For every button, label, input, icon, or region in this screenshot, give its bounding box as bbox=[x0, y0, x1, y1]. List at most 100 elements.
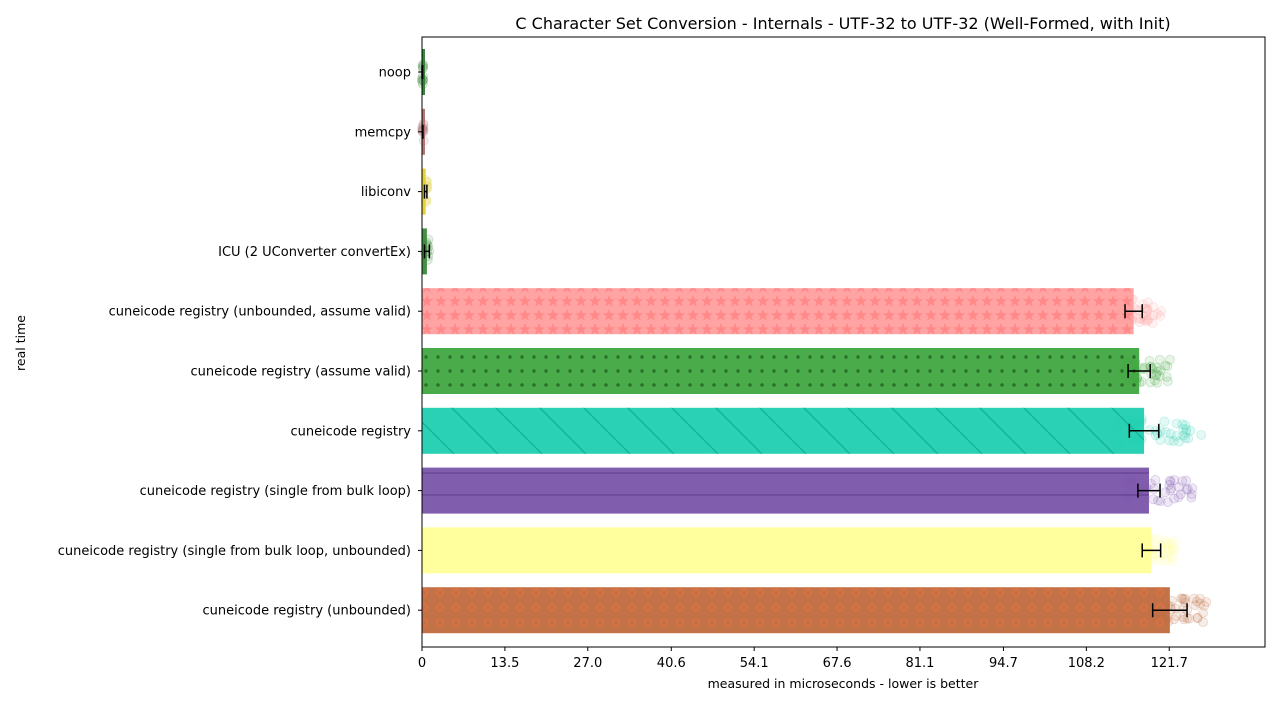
sample-point bbox=[1171, 431, 1182, 441]
x-tick-label: 40.6 bbox=[657, 656, 686, 671]
sample-point bbox=[1149, 483, 1159, 494]
sample-point bbox=[1151, 362, 1162, 373]
bar-group bbox=[422, 527, 1152, 574]
bar-pattern bbox=[422, 587, 1170, 634]
sample-point bbox=[1148, 310, 1159, 321]
sample-point bbox=[1155, 496, 1166, 506]
sample-point bbox=[1142, 304, 1153, 315]
sample-point bbox=[1169, 536, 1179, 547]
sample-point bbox=[1180, 420, 1191, 431]
sample-point bbox=[1199, 600, 1210, 611]
sample-point bbox=[1146, 361, 1156, 372]
y-axis-label: real time bbox=[13, 315, 28, 371]
y-tick-label: cuneicode registry (unbounded) bbox=[203, 604, 412, 619]
x-axis-label: measured in microseconds - lower is bett… bbox=[708, 676, 980, 691]
x-tick-label: 94.7 bbox=[989, 656, 1018, 671]
bar-group bbox=[422, 288, 1134, 335]
sample-point bbox=[1183, 433, 1194, 444]
sample-point bbox=[1179, 594, 1189, 605]
y-tick-label: libiconv bbox=[361, 185, 411, 200]
y-tick-label: ICU (2 UConverter convertEx) bbox=[218, 245, 411, 260]
sample-point bbox=[1170, 603, 1181, 614]
sample-point bbox=[1180, 427, 1191, 438]
sample-point bbox=[1201, 597, 1212, 607]
sample-point bbox=[1180, 593, 1191, 604]
sample-point bbox=[1159, 555, 1170, 566]
sample-point bbox=[1155, 435, 1166, 445]
sample-point bbox=[1173, 492, 1184, 503]
sample-point bbox=[1162, 376, 1173, 387]
error-bar bbox=[1127, 364, 1151, 378]
sample-point bbox=[1178, 612, 1189, 623]
bar-pattern bbox=[422, 288, 1134, 335]
sample-point bbox=[1147, 318, 1158, 329]
sample-point bbox=[1151, 370, 1162, 381]
chart-title: C Character Set Conversion - Internals -… bbox=[515, 14, 1170, 33]
sample-point bbox=[1163, 545, 1174, 555]
sample-point bbox=[1174, 482, 1184, 493]
sample-point bbox=[1153, 495, 1163, 506]
sample-point bbox=[1149, 534, 1160, 545]
y-tick-label: cuneicode registry bbox=[290, 424, 411, 439]
sample-point bbox=[1160, 360, 1171, 371]
bar-group bbox=[422, 348, 1140, 394]
x-tick-label: 81.1 bbox=[905, 656, 934, 671]
sample-point bbox=[1178, 430, 1189, 441]
sample-point bbox=[1154, 371, 1165, 381]
sample-point bbox=[1184, 613, 1195, 624]
sample-point bbox=[1177, 593, 1188, 604]
x-tick-label: 67.6 bbox=[823, 656, 852, 671]
sample-point bbox=[1167, 552, 1178, 563]
sample-point bbox=[1181, 475, 1192, 486]
sample-point bbox=[1195, 593, 1205, 604]
sample-point bbox=[1154, 554, 1165, 565]
sample-point bbox=[1198, 617, 1208, 628]
sample-point bbox=[1171, 418, 1182, 429]
y-tick-label: cuneicode registry (single from bulk loo… bbox=[58, 544, 411, 559]
error-bars-layer bbox=[421, 65, 1188, 618]
sample-point bbox=[1141, 316, 1152, 327]
sample-point bbox=[1165, 475, 1175, 486]
y-tick-label: cuneicode registry (single from bulk loo… bbox=[140, 484, 411, 499]
sample-point bbox=[1135, 314, 1146, 324]
x-tick-label: 121.7 bbox=[1151, 656, 1188, 671]
x-tick-label: 54.1 bbox=[740, 656, 769, 671]
sample-point bbox=[1155, 311, 1166, 321]
bar bbox=[422, 527, 1152, 574]
x-tick-label: 108.2 bbox=[1068, 656, 1105, 671]
sample-point bbox=[1174, 436, 1184, 447]
y-tick-label: memcpy bbox=[355, 125, 412, 140]
sample-point bbox=[1182, 484, 1193, 495]
sample-point bbox=[1190, 600, 1201, 611]
sample-point bbox=[1161, 540, 1172, 551]
sample-point bbox=[1138, 310, 1149, 321]
x-tick-label: 13.5 bbox=[490, 656, 519, 671]
sample-point bbox=[1152, 429, 1163, 439]
x-tick-label: 0 bbox=[418, 656, 426, 671]
sample-point bbox=[1154, 354, 1165, 365]
sample-point bbox=[1155, 365, 1166, 376]
sample-point bbox=[1195, 598, 1206, 609]
sample-point bbox=[1162, 497, 1173, 508]
bar-pattern bbox=[422, 407, 1145, 454]
x-tick-label: 27.0 bbox=[573, 656, 602, 671]
sample-point bbox=[1169, 493, 1179, 504]
sample-point bbox=[1156, 306, 1167, 316]
sample-point bbox=[1192, 612, 1203, 623]
sample-point bbox=[1189, 593, 1199, 604]
sample-point bbox=[1181, 424, 1192, 435]
bar-group bbox=[422, 467, 1149, 514]
sample-point bbox=[1151, 369, 1162, 379]
sample-point bbox=[1180, 433, 1191, 443]
sample-point bbox=[1164, 435, 1175, 446]
sample-point bbox=[1161, 371, 1172, 382]
bar-pattern bbox=[422, 348, 1140, 394]
sample-point bbox=[1160, 535, 1171, 546]
sample-point bbox=[1175, 489, 1186, 500]
sample-point bbox=[1165, 485, 1176, 496]
bar-group bbox=[422, 407, 1145, 454]
sample-point bbox=[1163, 538, 1174, 548]
sample-point bbox=[1152, 366, 1163, 377]
sample-point bbox=[1152, 377, 1163, 388]
sample-point bbox=[1176, 593, 1187, 604]
